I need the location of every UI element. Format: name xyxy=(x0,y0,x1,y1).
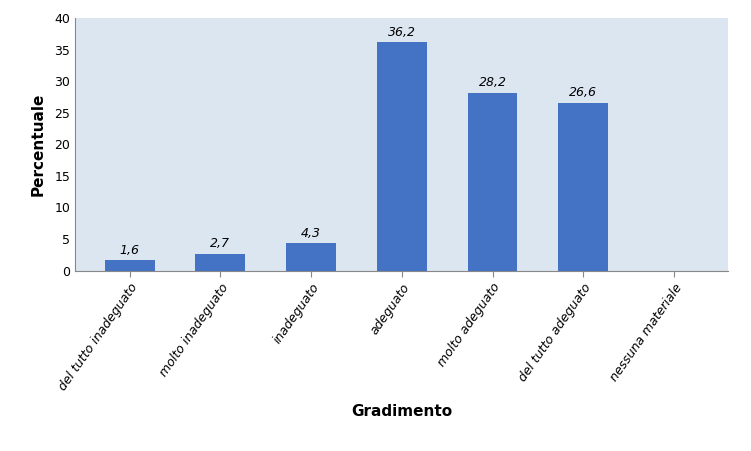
Bar xyxy=(558,103,608,271)
Text: 1,6: 1,6 xyxy=(119,244,140,258)
Bar xyxy=(286,244,336,271)
Bar xyxy=(104,261,155,271)
Text: 28,2: 28,2 xyxy=(478,76,506,89)
Bar xyxy=(468,92,517,271)
Text: 4,3: 4,3 xyxy=(301,227,321,240)
Text: 26,6: 26,6 xyxy=(569,87,597,100)
Bar xyxy=(377,42,427,271)
Bar xyxy=(195,253,246,271)
Text: 2,7: 2,7 xyxy=(210,237,231,250)
Y-axis label: Percentuale: Percentuale xyxy=(31,92,46,196)
Text: 36,2: 36,2 xyxy=(388,26,416,39)
X-axis label: Gradimento: Gradimento xyxy=(351,404,452,419)
